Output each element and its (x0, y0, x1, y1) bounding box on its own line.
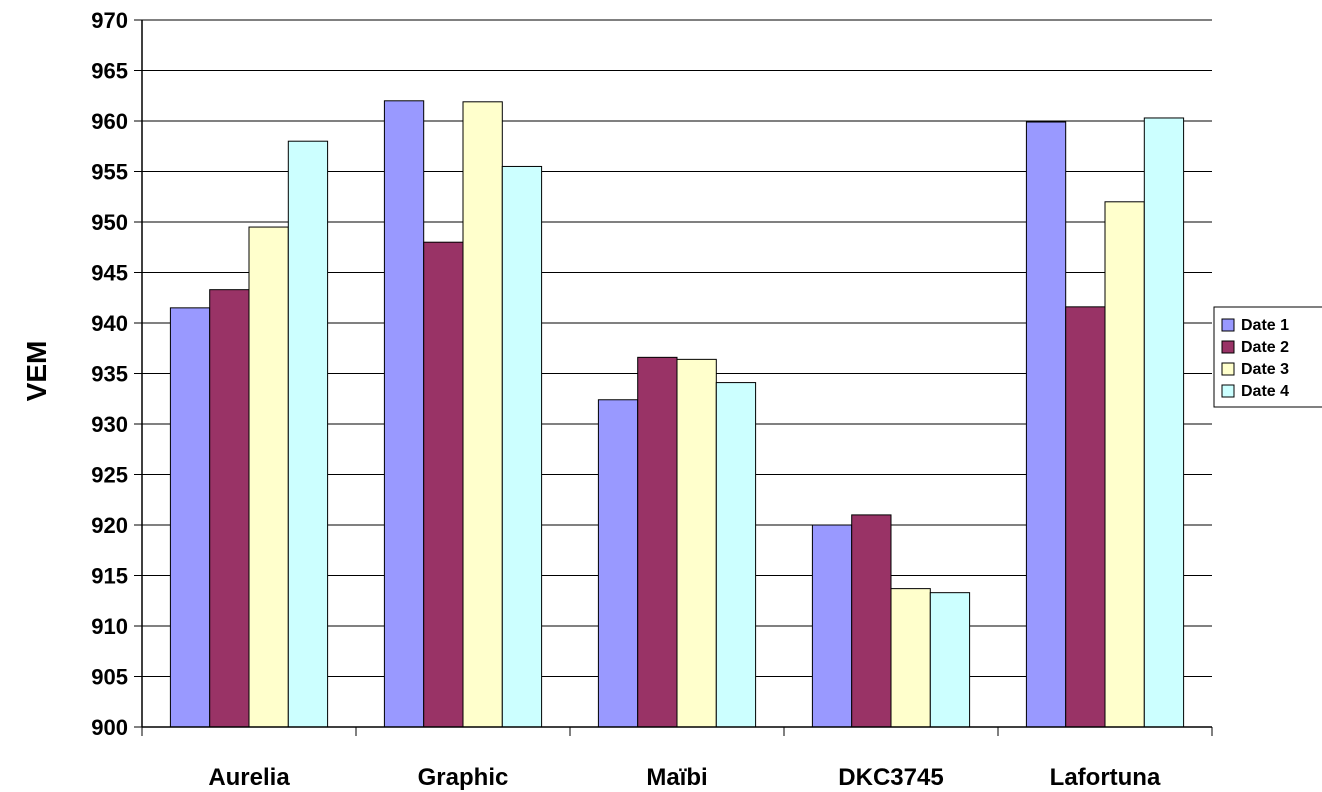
x-category-label: DKC3745 (838, 764, 943, 791)
bar-date-3-dkc3745 (890, 588, 931, 728)
bar-date-1-maïbi (597, 399, 639, 728)
legend-label: Date 1 (1241, 317, 1289, 334)
bar-date-3-graphic (462, 101, 503, 728)
x-category-label: Aurelia (208, 764, 290, 791)
bar-date-4-aurelia (287, 140, 329, 728)
y-tick-label: 955 (91, 160, 128, 185)
legend: Date 1 Date 2 Date 3 Date 4 (1213, 306, 1322, 408)
y-tick-label: 920 (91, 513, 128, 538)
y-tick-label: 925 (91, 463, 128, 488)
bar-date-2-graphic (423, 241, 464, 728)
y-tick-label: 960 (91, 109, 128, 134)
bar-date-3-maïbi (676, 358, 717, 728)
legend-label: Date 3 (1241, 361, 1289, 378)
bar-date-4-lafortuna (1143, 117, 1185, 728)
y-tick-label: 910 (91, 614, 128, 639)
legend-swatch (1221, 318, 1235, 332)
bar-date-1-graphic (383, 100, 425, 728)
bars (169, 100, 1185, 728)
y-tick-label: 950 (91, 210, 128, 235)
bar-date-2-lafortuna (1065, 306, 1106, 728)
bar-date-1-dkc3745 (811, 524, 853, 728)
x-category-labels: Aurelia Graphic Maïbi DKC3745 Lafortuna (208, 764, 1161, 791)
y-tick-label: 930 (91, 412, 128, 437)
legend-swatch (1221, 384, 1235, 398)
x-category-label: Maïbi (646, 764, 707, 791)
y-tick-label: 940 (91, 311, 128, 336)
legend-swatch (1221, 362, 1235, 376)
legend-swatch (1221, 340, 1235, 354)
bar-date-4-dkc3745 (929, 592, 971, 728)
bar-date-3-aurelia (248, 226, 289, 728)
y-tick-label: 965 (91, 59, 128, 84)
y-axis-title: VEM (21, 341, 52, 402)
y-tick-label: 935 (91, 362, 128, 387)
y-tick-label: 900 (91, 715, 128, 740)
y-tick-label: 945 (91, 261, 128, 286)
y-tick-label: 970 (91, 8, 128, 33)
bar-date-4-maïbi (715, 382, 757, 728)
y-tick-label: 905 (91, 665, 128, 690)
legend-label: Date 4 (1241, 383, 1289, 400)
bar-date-1-aurelia (169, 307, 211, 728)
x-category-label: Graphic (418, 764, 509, 791)
bar-date-2-maïbi (637, 356, 678, 728)
bar-date-2-dkc3745 (851, 514, 892, 728)
x-category-label: Lafortuna (1050, 764, 1161, 791)
y-tick-labels: 900 905 910 915 920 925 930 935 940 945 950 955 960 9… (91, 8, 128, 740)
bar-date-4-graphic (501, 165, 543, 728)
bar-date-2-aurelia (209, 289, 250, 728)
bar-date-3-lafortuna (1104, 201, 1145, 728)
legend-label: Date 2 (1241, 339, 1289, 356)
bar-date-1-lafortuna (1025, 121, 1067, 728)
axes (134, 19, 1213, 736)
y-tick-label: 915 (91, 564, 128, 589)
